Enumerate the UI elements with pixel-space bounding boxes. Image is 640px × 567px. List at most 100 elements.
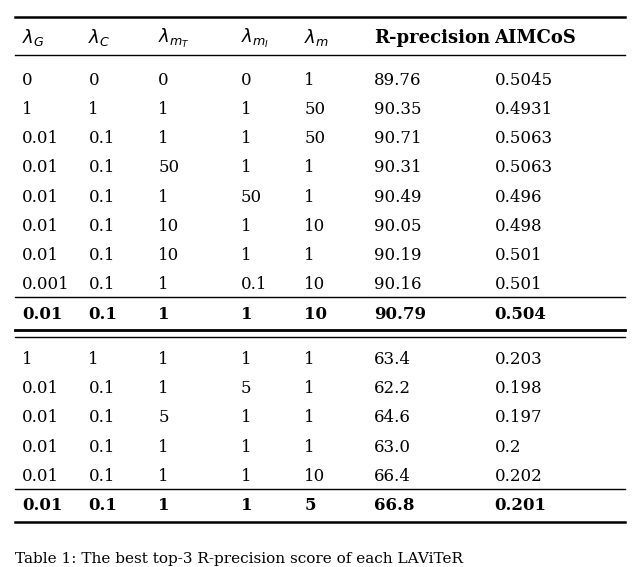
Text: 1: 1 bbox=[241, 159, 252, 176]
Text: 0.1: 0.1 bbox=[88, 409, 115, 426]
Text: 0: 0 bbox=[88, 71, 99, 88]
Text: 0.1: 0.1 bbox=[88, 439, 115, 455]
Text: 0.1: 0.1 bbox=[88, 159, 115, 176]
Text: 0.01: 0.01 bbox=[22, 409, 59, 426]
Text: 0.5063: 0.5063 bbox=[495, 159, 552, 176]
Text: 62.2: 62.2 bbox=[374, 380, 411, 397]
Text: 0.1: 0.1 bbox=[88, 247, 115, 264]
Text: 1: 1 bbox=[241, 306, 252, 323]
Text: 66.8: 66.8 bbox=[374, 497, 415, 514]
Text: 1: 1 bbox=[158, 276, 169, 293]
Text: 1: 1 bbox=[158, 351, 169, 368]
Text: 1: 1 bbox=[304, 159, 315, 176]
Text: 0.498: 0.498 bbox=[495, 218, 542, 235]
Text: $\lambda_{m_T}$: $\lambda_{m_T}$ bbox=[158, 27, 190, 49]
Text: 1: 1 bbox=[158, 189, 169, 206]
Text: 66.4: 66.4 bbox=[374, 468, 411, 485]
Text: 90.16: 90.16 bbox=[374, 276, 421, 293]
Text: 0.1: 0.1 bbox=[88, 497, 117, 514]
Text: 1: 1 bbox=[158, 130, 169, 147]
Text: 1: 1 bbox=[158, 380, 169, 397]
Text: $\lambda_C$: $\lambda_C$ bbox=[88, 27, 111, 48]
Text: 63.0: 63.0 bbox=[374, 439, 411, 455]
Text: 5: 5 bbox=[241, 380, 251, 397]
Text: 89.76: 89.76 bbox=[374, 71, 421, 88]
Text: 1: 1 bbox=[304, 380, 315, 397]
Text: 10: 10 bbox=[304, 218, 325, 235]
Text: 5: 5 bbox=[158, 409, 169, 426]
Text: 1: 1 bbox=[241, 130, 252, 147]
Text: 1: 1 bbox=[158, 101, 169, 118]
Text: 0.01: 0.01 bbox=[22, 189, 59, 206]
Text: 64.6: 64.6 bbox=[374, 409, 411, 426]
Text: 90.49: 90.49 bbox=[374, 189, 421, 206]
Text: 5: 5 bbox=[304, 497, 316, 514]
Text: 0: 0 bbox=[241, 71, 252, 88]
Text: 0.1: 0.1 bbox=[88, 130, 115, 147]
Text: 0.2: 0.2 bbox=[495, 439, 521, 455]
Text: 0: 0 bbox=[22, 71, 33, 88]
Text: 90.31: 90.31 bbox=[374, 159, 422, 176]
Text: R-precision: R-precision bbox=[374, 29, 490, 47]
Text: 0.1: 0.1 bbox=[88, 189, 115, 206]
Text: 1: 1 bbox=[241, 101, 252, 118]
Text: 1: 1 bbox=[158, 306, 170, 323]
Text: 0.5045: 0.5045 bbox=[495, 71, 552, 88]
Text: 0.1: 0.1 bbox=[88, 468, 115, 485]
Text: 1: 1 bbox=[241, 409, 252, 426]
Text: 63.4: 63.4 bbox=[374, 351, 411, 368]
Text: 1: 1 bbox=[158, 439, 169, 455]
Text: 90.35: 90.35 bbox=[374, 101, 421, 118]
Text: 1: 1 bbox=[22, 351, 33, 368]
Text: 90.71: 90.71 bbox=[374, 130, 422, 147]
Text: 0.1: 0.1 bbox=[88, 306, 117, 323]
Text: 0.01: 0.01 bbox=[22, 247, 59, 264]
Text: 0.1: 0.1 bbox=[88, 380, 115, 397]
Text: 1: 1 bbox=[241, 247, 252, 264]
Text: 1: 1 bbox=[241, 218, 252, 235]
Text: 0.197: 0.197 bbox=[495, 409, 542, 426]
Text: 0.01: 0.01 bbox=[22, 468, 59, 485]
Text: 50: 50 bbox=[304, 101, 325, 118]
Text: 0.01: 0.01 bbox=[22, 218, 59, 235]
Text: 1: 1 bbox=[304, 71, 315, 88]
Text: 0.203: 0.203 bbox=[495, 351, 542, 368]
Text: 1: 1 bbox=[304, 247, 315, 264]
Text: 1: 1 bbox=[158, 468, 169, 485]
Text: 1: 1 bbox=[304, 409, 315, 426]
Text: 0.1: 0.1 bbox=[88, 276, 115, 293]
Text: 1: 1 bbox=[88, 351, 99, 368]
Text: $\lambda_{m_I}$: $\lambda_{m_I}$ bbox=[241, 27, 269, 49]
Text: $\lambda_m$: $\lambda_m$ bbox=[304, 27, 329, 48]
Text: 90.79: 90.79 bbox=[374, 306, 426, 323]
Text: 0: 0 bbox=[158, 71, 169, 88]
Text: 10: 10 bbox=[304, 468, 325, 485]
Text: 0.198: 0.198 bbox=[495, 380, 542, 397]
Text: 50: 50 bbox=[304, 130, 325, 147]
Text: 1: 1 bbox=[88, 101, 99, 118]
Text: 50: 50 bbox=[158, 159, 179, 176]
Text: 1: 1 bbox=[158, 497, 170, 514]
Text: 10: 10 bbox=[304, 276, 325, 293]
Text: 0.4931: 0.4931 bbox=[495, 101, 553, 118]
Text: 0.202: 0.202 bbox=[495, 468, 542, 485]
Text: 0.501: 0.501 bbox=[495, 247, 542, 264]
Text: 10: 10 bbox=[158, 218, 179, 235]
Text: 0.01: 0.01 bbox=[22, 439, 59, 455]
Text: 0.1: 0.1 bbox=[241, 276, 267, 293]
Text: 0.01: 0.01 bbox=[22, 497, 62, 514]
Text: 1: 1 bbox=[22, 101, 33, 118]
Text: AIMCoS: AIMCoS bbox=[495, 29, 577, 47]
Text: 1: 1 bbox=[241, 351, 252, 368]
Text: 10: 10 bbox=[158, 247, 179, 264]
Text: Table 1: The best top-3 R-precision score of each LAViTeR: Table 1: The best top-3 R-precision scor… bbox=[15, 552, 463, 566]
Text: 0.01: 0.01 bbox=[22, 306, 62, 323]
Text: 0.501: 0.501 bbox=[495, 276, 542, 293]
Text: 0.504: 0.504 bbox=[495, 306, 547, 323]
Text: 1: 1 bbox=[241, 497, 252, 514]
Text: 0.496: 0.496 bbox=[495, 189, 542, 206]
Text: 10: 10 bbox=[304, 306, 327, 323]
Text: 0.01: 0.01 bbox=[22, 380, 59, 397]
Text: 1: 1 bbox=[241, 439, 252, 455]
Text: 1: 1 bbox=[304, 351, 315, 368]
